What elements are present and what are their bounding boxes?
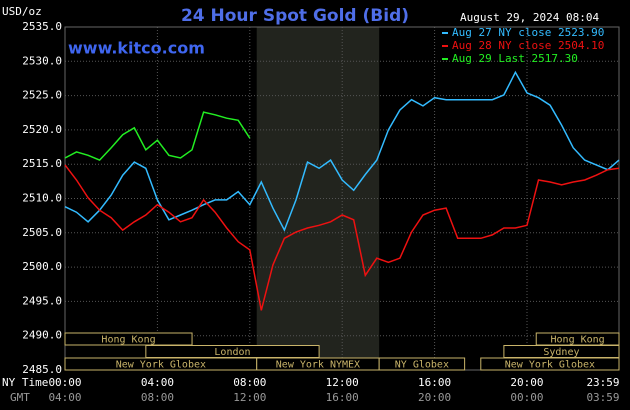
x2-tick-label: 03:59 [586,391,619,404]
x-tick-label: 08:00 [233,376,266,389]
session-label: Sydney [543,347,579,358]
legend-entry: Aug 27 NY close 2523.90 [452,26,604,39]
session-label: Hong Kong [101,335,155,346]
x-tick-label: 00:00 [48,376,81,389]
y-tick-label: 2535.0 [22,20,62,33]
y-tick-label: 2505.0 [22,226,62,239]
x-tick-label: 20:00 [510,376,543,389]
watermark: www.kitco.com [68,39,205,58]
legend-entry: Aug 29 Last 2517.30 [452,52,578,65]
y-tick-label: 2500.0 [22,260,62,273]
session-box [480,357,620,371]
x2-tick-label: 00:00 [510,391,543,404]
x2-tick-label: 04:00 [48,391,81,404]
timestamp: August 29, 2024 08:04 [460,11,599,24]
x2-row-label: GMT [10,391,30,404]
x2-tick-label: 08:00 [141,391,174,404]
session-label: New York Globex [505,360,595,371]
series-line [64,164,620,311]
x2-tick-label: 12:00 [233,391,266,404]
plot [64,26,620,371]
session-label: New York Globex [116,360,206,371]
x-tick-label: 23:59 [586,376,619,389]
x-tick-label: 12:00 [326,376,359,389]
y-tick-label: 2510.0 [22,192,62,205]
y-tick-label: 2485.0 [22,363,62,376]
session-box [378,357,466,371]
y-tick-label: 2495.0 [22,294,62,307]
x2-tick-label: 20:00 [418,391,451,404]
y-tick-label: 2530.0 [22,54,62,67]
chart-title: 24 Hour Spot Gold (Bid) [181,6,409,26]
x-tick-label: 16:00 [418,376,451,389]
session-label: New York NYMEX [276,360,360,371]
y-tick-label: 2490.0 [22,329,62,342]
series-line [64,111,251,161]
legend-entry: Aug 28 NY close 2504.10 [452,39,604,52]
session-label: NY Globex [395,360,449,371]
y-tick-label: 2520.0 [22,123,62,136]
x-row-label: NY Time [2,376,48,389]
session-label: Hong Kong [551,335,605,346]
session-label: London [214,347,250,358]
y-axis-label: USD/oz [2,5,42,18]
session-box [64,332,193,346]
y-tick-label: 2525.0 [22,89,62,102]
y-tick-label: 2515.0 [22,157,62,170]
series-line [64,70,620,232]
x2-tick-label: 16:00 [326,391,359,404]
x-tick-label: 04:00 [141,376,174,389]
